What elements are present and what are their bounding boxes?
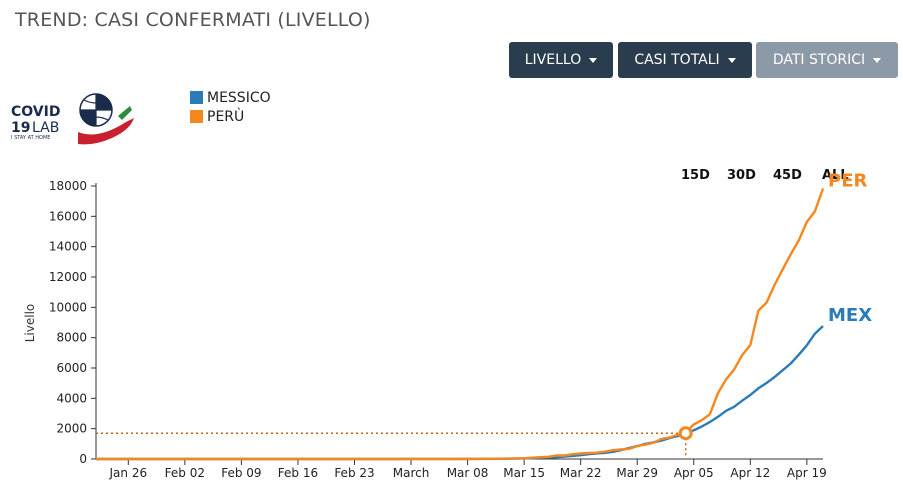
range-15d-button[interactable]: 15D (681, 168, 710, 183)
dati-storici-dropdown-button[interactable]: DATI STORICI (756, 42, 898, 78)
x-tick-label: Feb 16 (278, 466, 318, 480)
y-tick-label: 18000 (49, 179, 87, 193)
covid19lab-logo: COVID 19 LAB I STAY AT HOME (11, 93, 134, 145)
x-tick-label: Mar 22 (560, 466, 602, 480)
range-30d-button[interactable]: 30D (727, 168, 756, 183)
y-tick-label: 0 (79, 452, 87, 466)
legend-label-peru: PERÙ (207, 108, 245, 125)
x-tick-label: Feb 02 (165, 466, 205, 480)
y-tick-label: 16000 (49, 209, 87, 223)
x-tick-label: Apr 05 (674, 466, 714, 480)
series-line-mex (96, 325, 824, 461)
y-axis-label: Livello (23, 304, 37, 343)
series-end-label-per: PER (828, 170, 867, 191)
x-tick-label: Feb 09 (221, 466, 261, 480)
legend-swatch-peru (190, 110, 203, 123)
x-tick-label: Apr 12 (730, 466, 770, 480)
x-tick-label: Feb 23 (334, 466, 374, 480)
range-45d-button[interactable]: 45D (773, 168, 802, 183)
y-tick-label: 8000 (56, 331, 87, 345)
legend-label-messico: MESSICO (207, 89, 271, 106)
y-tick-label: 6000 (56, 361, 87, 375)
legend-item-messico[interactable]: MESSICO (190, 88, 271, 107)
legend-swatch-messico (190, 91, 203, 104)
x-tick-label: Mar 08 (447, 466, 489, 480)
casi-totali-button-label: CASI TOTALI (634, 52, 720, 68)
legend-item-peru[interactable]: PERÙ (190, 107, 271, 126)
logo-text-19: 19 (11, 120, 30, 136)
dati-storici-button-label: DATI STORICI (772, 52, 866, 68)
x-tick-label: March (393, 466, 430, 480)
caret-down-icon (873, 57, 882, 63)
legend: MESSICO PERÙ (190, 88, 271, 126)
x-tick-label: Apr 19 (787, 466, 827, 480)
y-tick-label: 2000 (56, 422, 87, 436)
series-end-label-mex: MEX (828, 305, 872, 326)
caret-down-icon (589, 57, 598, 63)
caret-down-icon (727, 57, 736, 63)
hover-point-marker[interactable] (678, 426, 693, 441)
x-tick-label: Mar 29 (616, 466, 658, 480)
y-tick-label: 12000 (49, 270, 87, 284)
x-tick-label: Jan 26 (109, 466, 148, 480)
logo-text-covid: COVID (11, 104, 60, 120)
range-all-button[interactable]: ALL (822, 168, 849, 183)
livello-dropdown-button[interactable]: LIVELLO (509, 42, 613, 78)
livello-button-label: LIVELLO (524, 52, 582, 68)
x-tick-label: Mar 15 (503, 466, 545, 480)
globe-icon (79, 93, 113, 127)
hand-icon (78, 106, 134, 145)
page-title: TREND: CASI CONFERMATI (LIVELLO) (15, 9, 371, 31)
y-tick-label: 10000 (49, 300, 87, 314)
y-tick-label: 14000 (49, 240, 87, 254)
logo-text-tagline: I STAY AT HOME (11, 135, 50, 141)
logo-text-lab: LAB (32, 120, 59, 136)
series-line-per (96, 188, 825, 461)
casi-totali-dropdown-button[interactable]: CASI TOTALI (618, 42, 752, 78)
y-tick-label: 4000 (56, 391, 87, 405)
